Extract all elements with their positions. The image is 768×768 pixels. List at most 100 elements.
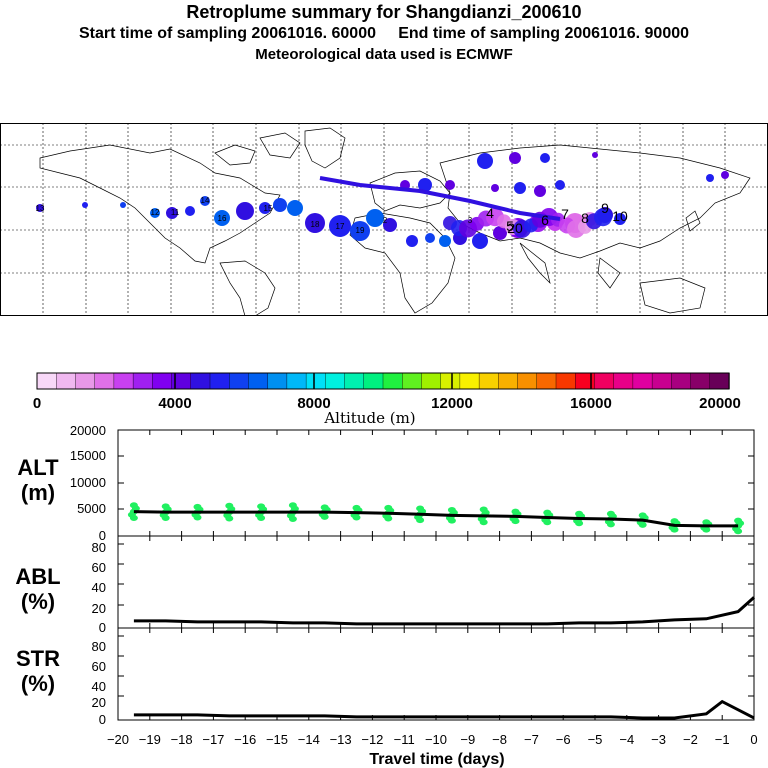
x-tick-label: −7 — [524, 732, 539, 747]
colorbar-tick: 0 — [33, 395, 41, 412]
plume-marker — [418, 178, 432, 192]
x-tick-label: −16 — [234, 732, 256, 747]
x-tick-label: −11 — [394, 732, 415, 747]
x-tick-label: −18 — [171, 732, 193, 747]
x-tick-label: −8 — [492, 732, 507, 747]
colorbar-swatch — [498, 372, 519, 390]
colorbar-tick: 8000 — [297, 395, 330, 412]
str-ytick: 80 — [92, 639, 106, 654]
x-tick-label: −1 — [715, 732, 730, 747]
plume-marker — [120, 202, 126, 208]
colorbar-swatch — [382, 372, 403, 390]
plume-label: 4 — [486, 205, 494, 221]
colorbar-swatch — [671, 372, 692, 390]
alt-point — [543, 509, 552, 516]
colorbar-swatch — [325, 372, 346, 390]
plume-marker — [472, 233, 488, 249]
alt-unit: (m) — [21, 480, 55, 505]
plume-marker — [259, 202, 271, 214]
alt-ytick: 15000 — [70, 448, 106, 463]
plume-marker — [592, 152, 598, 158]
plume-label: 18 — [311, 220, 320, 229]
abl-ytick: 20 — [92, 601, 106, 616]
x-tick-label: −3 — [651, 732, 666, 747]
plume-marker — [366, 209, 384, 227]
plume-marker — [36, 204, 44, 212]
str-unit: (%) — [21, 671, 55, 696]
colorbar-tick: 20000 — [699, 395, 741, 412]
colorbar-swatch — [248, 372, 269, 390]
plume-marker — [329, 215, 351, 237]
plume-marker — [534, 185, 546, 197]
plume-label: 8 — [581, 210, 589, 226]
plume-marker — [214, 210, 230, 226]
colorbar-tick: 12000 — [431, 395, 473, 412]
plume-label: 13 — [36, 204, 45, 213]
colorbar-swatch — [75, 372, 96, 390]
colorbar-swatch — [363, 372, 384, 390]
plume-label: 11 — [171, 208, 180, 217]
plume-marker — [514, 182, 526, 194]
alt-point — [702, 519, 711, 526]
plume-label: 17 — [336, 222, 345, 231]
plume-label: 12 — [151, 208, 160, 217]
x-tick-label: −19 — [139, 732, 161, 747]
colorbar-swatch — [440, 372, 461, 390]
alt-point — [734, 517, 743, 524]
x-tick-label: −6 — [556, 732, 571, 747]
title: Retroplume summary for Shangdianzi_20061… — [186, 2, 582, 22]
colorbar-tick: 4000 — [158, 395, 191, 412]
plume-label: 14 — [201, 196, 210, 205]
str-ytick: 0 — [99, 712, 106, 727]
colorbar-label: Altitude (m) — [323, 409, 415, 427]
plume-marker — [200, 196, 210, 206]
plume-marker — [273, 198, 287, 212]
colorbar-swatch — [267, 372, 288, 390]
coastlines — [39, 127, 751, 316]
alt-point — [511, 508, 520, 515]
colorbar-swatch — [152, 372, 173, 390]
alt-point — [384, 504, 393, 511]
plume-label: 15 — [264, 204, 273, 213]
alt-point — [416, 505, 425, 512]
plume-marker — [166, 207, 178, 219]
colorbar-swatch — [575, 372, 596, 390]
alt-point — [479, 506, 488, 513]
time-series-panels: ALT (m) ABL (%) STR (%) 20000 15000 1000… — [15, 423, 757, 768]
x-tick-label: −14 — [298, 732, 320, 747]
alt-frame — [117, 429, 755, 537]
plume-marker — [491, 184, 499, 192]
retroplume-labels: 13 12 11 14 16 15 18 17 19 2 3 45 6 7 89 10 20 — [36, 196, 628, 236]
plume-marker — [287, 200, 303, 216]
colorbar-swatch — [56, 372, 77, 390]
plume-marker — [509, 152, 521, 164]
plume-marker — [439, 235, 451, 247]
plume-marker — [406, 235, 418, 247]
met-data-line: Meteorological data used is ECMWF — [255, 46, 513, 63]
x-tick-label: −2 — [683, 732, 698, 747]
colorbar-swatch — [613, 372, 634, 390]
abl-ytick: 0 — [99, 620, 106, 635]
plume-marker — [185, 206, 195, 216]
plume-label: 3 — [468, 216, 473, 225]
plume-label: 20 — [507, 220, 523, 236]
plume-marker — [350, 221, 370, 241]
abl-label: ABL — [15, 564, 60, 589]
abl-ytick: 60 — [92, 560, 106, 575]
colorbar-swatch — [190, 372, 211, 390]
alt-point — [638, 512, 647, 519]
colorbar-swatch — [36, 372, 57, 390]
colorbar-swatch — [209, 372, 230, 390]
colorbar-swatch — [286, 372, 307, 390]
alt-ytick: 5000 — [77, 501, 106, 516]
world-map: 13 12 11 14 16 15 18 17 19 2 3 45 6 7 89 10 20 — [0, 123, 768, 316]
colorbar-swatch — [555, 372, 576, 390]
colorbar-swatch — [344, 372, 365, 390]
sampling-times: Start time of sampling 20061016. 60000 E… — [78, 25, 690, 42]
abl-ytick: 80 — [92, 540, 106, 555]
plume-marker — [594, 208, 612, 227]
colorbar-swatch — [517, 372, 538, 390]
alt-point — [257, 503, 266, 510]
plume-marker — [425, 233, 435, 243]
colorbar-swatch — [632, 372, 653, 390]
